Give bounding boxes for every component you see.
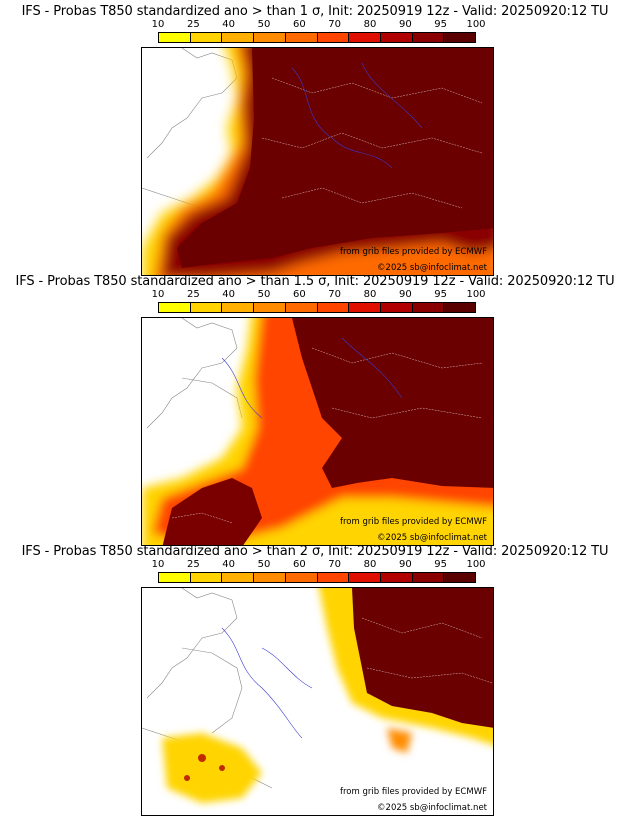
- probability-map: from grib files provided by ECMWF ©2025 …: [141, 317, 494, 546]
- colorbar-tick-label: 95: [434, 289, 448, 300]
- colorbar-segment: [159, 33, 191, 42]
- colorbar-tick-label: 90: [398, 19, 412, 30]
- colorbar-tick-label: 60: [292, 289, 306, 300]
- colorbar-tick-label: 40: [222, 289, 236, 300]
- colorbar-segment: [380, 33, 413, 42]
- map-graphic: [142, 318, 493, 545]
- colorbar-tick-label: 60: [292, 19, 306, 30]
- colorbar-tick-label: 100: [466, 19, 486, 30]
- ecmwf-credit: from grib files provided by ECMWF: [340, 247, 487, 257]
- colorbar-segment: [412, 303, 445, 312]
- colorbar-segment: [159, 573, 191, 582]
- colorbar-segment: [412, 33, 445, 42]
- colorbar-segment: [349, 303, 381, 312]
- colorbar-tick-label: 25: [186, 289, 200, 300]
- ecmwf-credit: from grib files provided by ECMWF: [340, 787, 487, 797]
- colorbar-tick-label: 10: [151, 19, 165, 30]
- colorbar-tick-label: 90: [398, 289, 412, 300]
- colorbar-segment: [444, 573, 476, 582]
- colorbar-tick-label: 40: [222, 559, 236, 570]
- colorbar-tick-label: 80: [363, 289, 377, 300]
- colorbar-segment: [285, 303, 318, 312]
- colorbar-segment: [349, 573, 381, 582]
- colorbar-segment: [317, 303, 350, 312]
- colorbar-segment: [285, 33, 318, 42]
- colorbar-segment: [444, 33, 476, 42]
- colorbar-segment: [380, 303, 413, 312]
- probability-map: from grib files provided by ECMWF ©2025 …: [141, 587, 494, 816]
- colorbar-segment: [222, 573, 255, 582]
- colorbar-tick-label: 40: [222, 19, 236, 30]
- panel-2: IFS - Probas T850 standardized ano > tha…: [0, 270, 630, 546]
- colorbar-segment: [222, 33, 255, 42]
- colorbar: [158, 572, 476, 583]
- copyright: ©2025 sb@infoclimat.net: [377, 803, 487, 813]
- panel-title: IFS - Probas T850 standardized ano > tha…: [15, 274, 615, 289]
- ecmwf-credit: from grib files provided by ECMWF: [340, 517, 487, 527]
- colorbar-segment: [254, 33, 286, 42]
- colorbar-segment: [190, 33, 223, 42]
- colorbar-segment: [222, 303, 255, 312]
- colorbar-tick-label: 70: [328, 289, 342, 300]
- copyright: ©2025 sb@infoclimat.net: [377, 263, 487, 273]
- colorbar-tick-label: 10: [151, 289, 165, 300]
- colorbar-tick-label: 50: [257, 19, 271, 30]
- panel-1: IFS - Probas T850 standardized ano > tha…: [0, 0, 630, 276]
- panel-3: IFS - Probas T850 standardized ano > tha…: [0, 540, 630, 816]
- colorbar-tick-label: 10: [151, 559, 165, 570]
- colorbar-segment: [444, 303, 476, 312]
- colorbar-tick-label: 80: [363, 19, 377, 30]
- colorbar-tick-label: 100: [466, 559, 486, 570]
- colorbar-tick-label: 50: [257, 559, 271, 570]
- colorbar-segment: [317, 33, 350, 42]
- colorbar-segment: [254, 303, 286, 312]
- map-graphic: [142, 48, 493, 275]
- copyright: ©2025 sb@infoclimat.net: [377, 533, 487, 543]
- colorbar-segment: [254, 573, 286, 582]
- colorbar: [158, 302, 476, 313]
- colorbar-tick-label: 95: [434, 559, 448, 570]
- colorbar-tick-label: 60: [292, 559, 306, 570]
- colorbar-segment: [159, 303, 191, 312]
- map-graphic: [142, 588, 493, 803]
- probability-map: from grib files provided by ECMWF ©2025 …: [141, 47, 494, 276]
- colorbar-tick-label: 95: [434, 19, 448, 30]
- panel-title: IFS - Probas T850 standardized ano > tha…: [21, 4, 609, 19]
- colorbar-tick-label: 70: [328, 559, 342, 570]
- colorbar-segment: [349, 33, 381, 42]
- colorbar-tick-label: 25: [186, 19, 200, 30]
- colorbar-tick-label: 90: [398, 559, 412, 570]
- colorbar-segment: [190, 573, 223, 582]
- colorbar-tick-label: 25: [186, 559, 200, 570]
- colorbar-segment: [285, 573, 318, 582]
- colorbar-segment: [412, 573, 445, 582]
- panel-title: IFS - Probas T850 standardized ano > tha…: [21, 544, 609, 559]
- colorbar: [158, 32, 476, 43]
- colorbar-tick-label: 100: [466, 289, 486, 300]
- colorbar-tick-label: 80: [363, 559, 377, 570]
- colorbar-segment: [190, 303, 223, 312]
- colorbar-tick-label: 70: [328, 19, 342, 30]
- colorbar-segment: [380, 573, 413, 582]
- colorbar-tick-label: 50: [257, 289, 271, 300]
- colorbar-segment: [317, 573, 350, 582]
